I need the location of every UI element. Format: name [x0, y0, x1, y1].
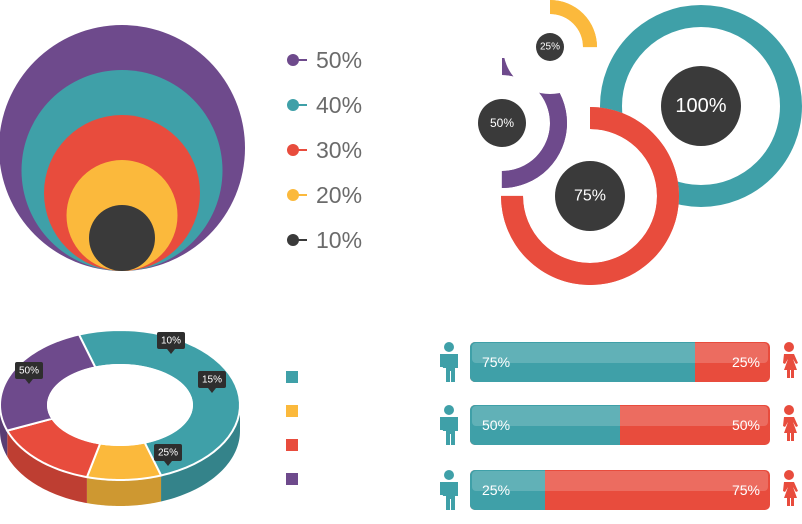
legend-label: 10%	[316, 227, 362, 253]
legend-dot	[287, 144, 299, 156]
tooltip-box	[154, 444, 182, 461]
bar-female-label: 50%	[732, 417, 760, 433]
donut-hole-wall	[48, 365, 192, 431]
bar-highlight	[472, 471, 768, 491]
ring-value-label: 75%	[574, 188, 606, 205]
tooltip-label: 25%	[158, 448, 178, 459]
man-icon	[440, 470, 458, 510]
ring-arc	[600, 5, 802, 207]
legend-swatch	[286, 405, 298, 417]
bar-row: 25% 75%	[440, 470, 798, 510]
ring-value-label: 25%	[540, 42, 560, 53]
tooltip-pointer	[208, 388, 216, 393]
man-icon-body	[440, 417, 458, 445]
ring-value-label: 50%	[490, 116, 514, 130]
tooltip-box	[198, 371, 226, 388]
bar-row: 75% 25%	[440, 342, 798, 382]
man-icon-body	[440, 482, 458, 510]
donut-tooltip: 15%	[198, 371, 226, 393]
donut-tooltip: 50%	[15, 362, 43, 384]
man-icon-body	[440, 354, 458, 382]
man-icon	[440, 405, 458, 445]
tooltip-box	[157, 332, 185, 349]
man-icon-head	[444, 405, 454, 415]
nested-circles-legend: 50% 40% 30% 20% 10%	[287, 47, 362, 253]
man-icon	[440, 342, 458, 382]
tooltip-label: 10%	[161, 336, 181, 347]
nested-circle-10	[89, 205, 155, 271]
man-icon-head	[444, 470, 454, 480]
bar-male-segment	[470, 405, 620, 445]
legend-swatch	[286, 439, 298, 451]
woman-icon	[783, 342, 798, 378]
woman-icon-body	[783, 354, 798, 378]
progress-rings-chart: 100% 75% 50% 25%	[437, 0, 802, 285]
donut-tooltip: 25%	[154, 444, 182, 466]
legend-item: 30%	[287, 137, 362, 163]
tooltip-pointer	[164, 461, 172, 466]
ring-center	[661, 66, 741, 146]
ring-arc	[503, 0, 597, 94]
bar-highlight	[472, 406, 768, 426]
tooltip-label: 15%	[202, 375, 222, 386]
progress-ring-75: 75%	[501, 107, 679, 285]
woman-icon-body	[783, 482, 798, 506]
gender-bars-chart: 75% 25% 50% 50% 25% 75%	[440, 342, 798, 510]
legend-label: 20%	[316, 182, 362, 208]
legend-dot	[287, 54, 299, 66]
nested-circles-chart	[0, 25, 245, 271]
ring-center	[536, 33, 564, 61]
legend-swatch	[286, 473, 298, 485]
donut-side-15	[7, 430, 87, 504]
donut-chart: 50% 10% 15% 25%	[0, 329, 241, 506]
man-icon-head	[444, 342, 454, 352]
man-icon-arm	[440, 482, 443, 495]
bar-row: 50% 50%	[440, 405, 798, 445]
tooltip-pointer	[167, 349, 175, 354]
ring-center	[478, 99, 526, 147]
legend-item: 20%	[287, 182, 362, 208]
legend-label: 30%	[316, 137, 362, 163]
woman-icon	[783, 470, 798, 506]
donut-tooltip: 10%	[157, 332, 185, 354]
bar-male-segment	[470, 342, 695, 382]
woman-icon	[783, 405, 798, 441]
woman-icon-head	[784, 342, 794, 352]
legend-dot	[287, 99, 299, 111]
bar-male-label: 25%	[482, 482, 510, 498]
ring-center	[555, 161, 625, 231]
legend-item: 50%	[287, 47, 362, 73]
man-icon-arm	[440, 354, 443, 367]
donut-inner-edge	[47, 364, 193, 446]
legend-item: 10%	[287, 227, 362, 253]
man-icon-arm	[440, 417, 443, 430]
donut-side-10	[86, 475, 162, 506]
donut-side-25	[0, 405, 8, 457]
bar-male-label: 75%	[482, 354, 510, 370]
legend-label: 50%	[316, 47, 362, 73]
woman-icon-body	[783, 417, 798, 441]
bar-highlight	[472, 343, 768, 363]
legend-swatch	[286, 371, 298, 383]
ring-arc	[501, 107, 679, 285]
woman-icon-head	[784, 470, 794, 480]
bar-female-label: 75%	[732, 482, 760, 498]
tooltip-label: 50%	[19, 366, 39, 377]
tooltip-pointer	[25, 379, 33, 384]
legend-dot	[287, 189, 299, 201]
woman-icon-head	[784, 405, 794, 415]
tooltip-box	[15, 362, 43, 379]
legend-dot	[287, 234, 299, 246]
legend-label: 40%	[316, 92, 362, 118]
legend-item: 40%	[287, 92, 362, 118]
ring-arc	[437, 58, 567, 188]
ring-value-label: 100%	[675, 95, 726, 117]
bar-male-segment	[470, 470, 545, 510]
progress-ring-25: 25%	[503, 0, 597, 94]
bar-female-label: 25%	[732, 354, 760, 370]
bar-male-label: 50%	[482, 417, 510, 433]
donut-legend	[286, 371, 298, 485]
donut-side-50	[161, 405, 240, 502]
